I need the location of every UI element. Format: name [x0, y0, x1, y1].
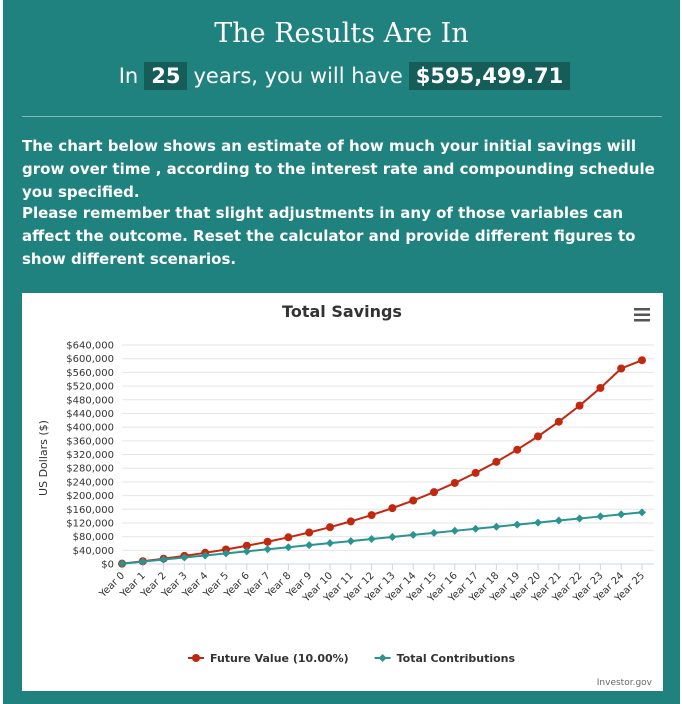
data-point[interactable]: [284, 533, 293, 542]
y-tick-label: $600,000: [66, 354, 114, 365]
right-edge: [680, 0, 683, 704]
data-point[interactable]: [118, 559, 126, 568]
data-point[interactable]: [596, 383, 605, 392]
y-tick-label: $280,000: [66, 464, 114, 475]
data-point[interactable]: [305, 541, 314, 550]
data-point[interactable]: [638, 356, 646, 365]
y-axis-label: US Dollars ($): [37, 420, 50, 496]
data-point[interactable]: [575, 401, 584, 410]
explanation-paragraph-1: The chart below shows an estimate of how…: [22, 137, 655, 201]
y-tick-label: $40,000: [73, 546, 114, 557]
data-point[interactable]: [554, 417, 563, 426]
chart-title: Total Savings: [282, 302, 402, 321]
data-point[interactable]: [492, 457, 501, 466]
y-tick-label: $200,000: [66, 491, 114, 502]
legend-item[interactable]: Total Contributions: [374, 652, 516, 665]
data-point[interactable]: [575, 514, 584, 523]
y-tick-label: $160,000: [66, 505, 114, 516]
data-point[interactable]: [242, 541, 251, 550]
data-point[interactable]: [596, 512, 605, 521]
y-tick-label: $480,000: [66, 395, 114, 406]
results-summary: In 25 years, you will have $595,499.71: [0, 62, 683, 90]
data-point[interactable]: [367, 511, 376, 520]
divider: [22, 116, 662, 117]
explanation-paragraph-2: Please remember that slight adjustments …: [22, 204, 636, 268]
summary-prefix: In: [118, 64, 139, 88]
data-point[interactable]: [554, 516, 563, 525]
y-tick-label: $640,000: [66, 341, 114, 352]
amount-badge: $595,499.71: [408, 62, 571, 90]
y-tick-label: $240,000: [66, 477, 114, 488]
data-point[interactable]: [617, 364, 626, 373]
data-point[interactable]: [534, 432, 542, 441]
data-point[interactable]: [222, 549, 230, 558]
series-future-value: [118, 356, 646, 568]
legend-label: Total Contributions: [397, 652, 516, 665]
data-point[interactable]: [513, 445, 522, 454]
data-point[interactable]: [242, 547, 251, 556]
left-edge: [0, 0, 3, 704]
legend-label: Future Value (10.00%): [210, 652, 349, 665]
chart-credit: Investor.gov: [597, 678, 653, 688]
data-point[interactable]: [388, 504, 397, 513]
years-badge: 25: [144, 62, 188, 90]
legend-marker: [192, 654, 200, 662]
data-point[interactable]: [326, 523, 334, 532]
summary-middle: years, you will have: [193, 64, 403, 88]
data-point[interactable]: [450, 478, 459, 487]
y-tick-label: $360,000: [66, 436, 114, 447]
chart-svg: Total Savings $0 $40,000 $80,000 $120,000 $1…: [37, 302, 654, 688]
y-tick-label: $120,000: [66, 518, 114, 529]
data-point[interactable]: [513, 520, 522, 529]
y-tick-label: $0: [101, 560, 114, 571]
total-savings-chart: Total Savings $0 $40,000 $80,000 $120,000 $1…: [22, 293, 663, 691]
y-tick-label: $320,000: [66, 450, 114, 461]
data-point[interactable]: [492, 522, 501, 531]
y-tick-label: $520,000: [66, 382, 114, 393]
data-point[interactable]: [617, 510, 626, 519]
data-point[interactable]: [346, 517, 355, 526]
y-tick-label: $400,000: [66, 423, 114, 434]
data-point[interactable]: [638, 508, 646, 517]
results-title: The Results Are In: [214, 18, 469, 49]
data-point[interactable]: [346, 537, 355, 546]
data-point[interactable]: [409, 530, 418, 539]
data-point[interactable]: [284, 543, 293, 552]
series-line: [121, 511, 643, 565]
data-point[interactable]: [138, 557, 147, 566]
data-point[interactable]: [450, 526, 459, 535]
series-line: [121, 359, 643, 565]
data-point[interactable]: [263, 537, 272, 546]
data-point[interactable]: [534, 518, 542, 527]
legend-marker: [378, 654, 387, 662]
data-point[interactable]: [326, 539, 334, 548]
data-point[interactable]: [409, 496, 418, 505]
hamburger-menu-icon[interactable]: [630, 305, 654, 325]
data-point[interactable]: [159, 555, 168, 564]
data-point[interactable]: [471, 524, 480, 533]
data-point[interactable]: [430, 528, 438, 537]
data-point[interactable]: [367, 535, 376, 544]
data-point[interactable]: [305, 528, 314, 537]
data-point[interactable]: [388, 532, 397, 541]
legend-item[interactable]: Future Value (10.00%): [188, 652, 349, 665]
y-tick-label: $80,000: [73, 532, 114, 543]
data-point[interactable]: [201, 551, 210, 560]
data-point[interactable]: [263, 545, 272, 554]
data-point[interactable]: [180, 553, 189, 562]
y-tick-label: $560,000: [66, 368, 114, 379]
y-tick-label: $440,000: [66, 409, 114, 420]
series-total-contributions: [118, 508, 646, 568]
data-point[interactable]: [471, 468, 480, 477]
data-point[interactable]: [430, 488, 438, 497]
